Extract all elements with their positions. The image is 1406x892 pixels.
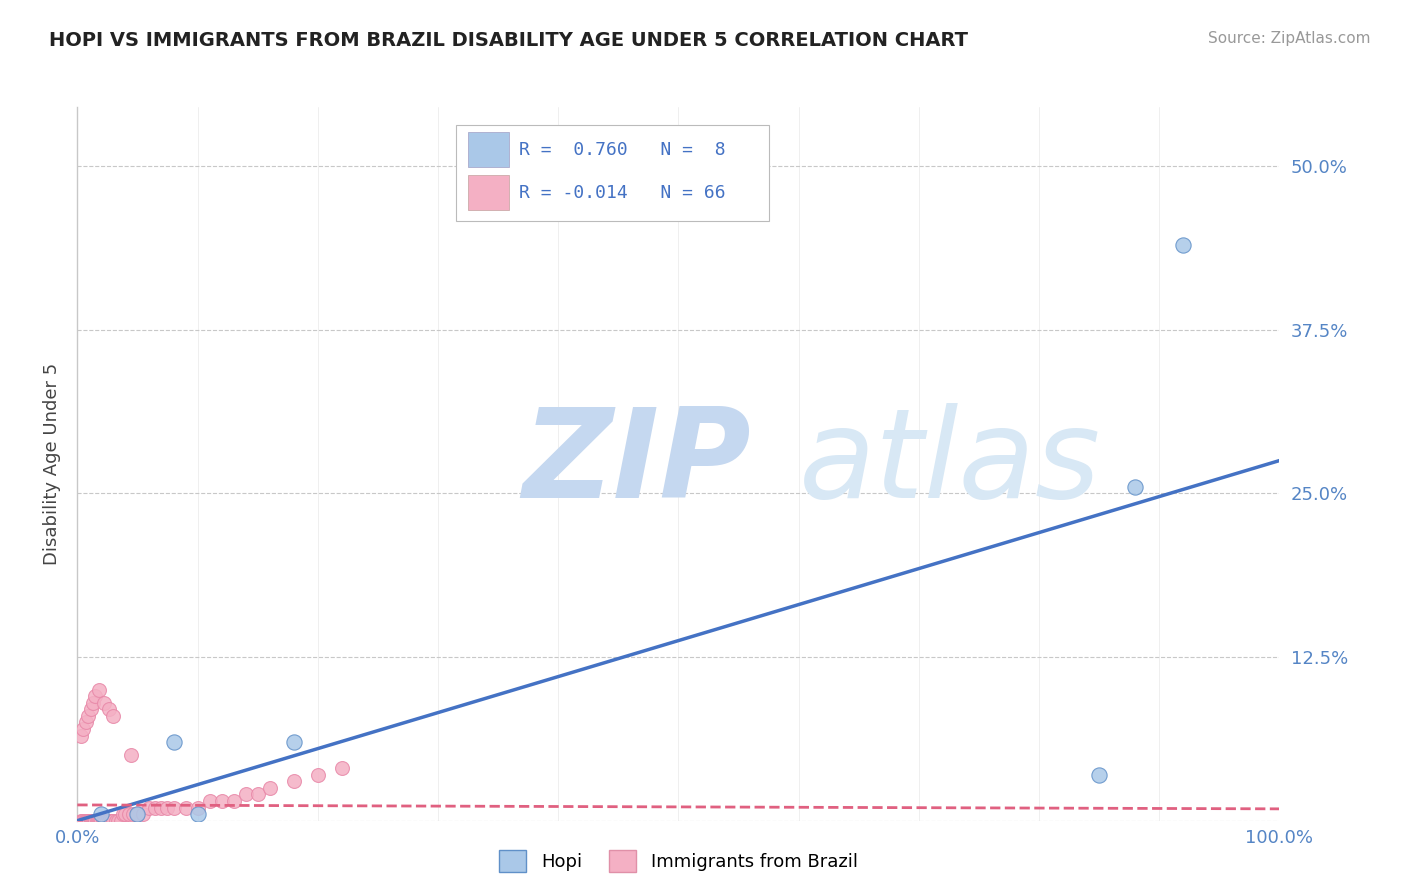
Text: R = -0.014   N = 66: R = -0.014 N = 66 bbox=[519, 184, 725, 202]
Legend: Hopi, Immigrants from Brazil: Hopi, Immigrants from Brazil bbox=[492, 843, 865, 880]
Y-axis label: Disability Age Under 5: Disability Age Under 5 bbox=[44, 363, 62, 565]
FancyBboxPatch shape bbox=[468, 132, 509, 168]
FancyBboxPatch shape bbox=[468, 175, 509, 211]
Text: R =  0.760   N =  8: R = 0.760 N = 8 bbox=[519, 141, 725, 159]
Text: HOPI VS IMMIGRANTS FROM BRAZIL DISABILITY AGE UNDER 5 CORRELATION CHART: HOPI VS IMMIGRANTS FROM BRAZIL DISABILIT… bbox=[49, 31, 969, 50]
FancyBboxPatch shape bbox=[456, 125, 769, 221]
Text: Source: ZipAtlas.com: Source: ZipAtlas.com bbox=[1208, 31, 1371, 46]
Text: ZIP: ZIP bbox=[522, 403, 751, 524]
Text: atlas: atlas bbox=[799, 403, 1101, 524]
